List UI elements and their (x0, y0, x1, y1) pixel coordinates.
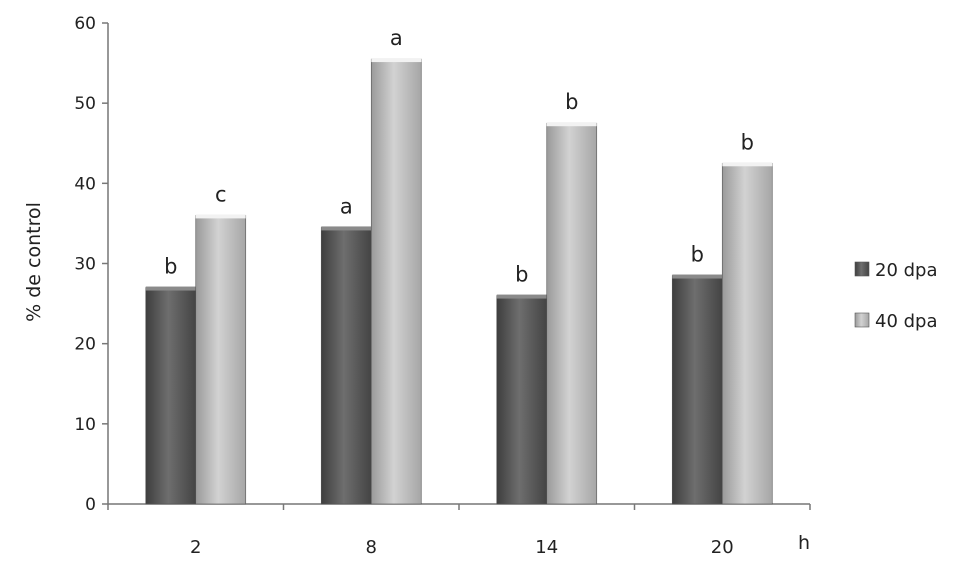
legend-swatch (854, 312, 870, 328)
legend: 20 dpa 40 dpa (854, 260, 938, 332)
significance-letter: c (215, 182, 227, 206)
x-tick-label: 14 (535, 537, 558, 558)
x-tick-label: 2 (190, 537, 201, 558)
significance-letters: b a b b c a b b (164, 26, 754, 286)
bar-top-highlight (195, 214, 246, 219)
bar-series2 (195, 215, 247, 505)
bar-series1 (496, 295, 548, 505)
significance-letter: b (565, 90, 578, 114)
x-axis-title: h (798, 532, 810, 554)
significance-letter: b (691, 243, 704, 267)
bar-top-highlight (672, 274, 723, 279)
y-tick-label: 60 (74, 14, 96, 34)
y-tick-label: 30 (74, 255, 96, 275)
bars-group (145, 58, 773, 505)
bar-series1 (671, 275, 723, 505)
y-tick-label: 50 (74, 94, 96, 114)
significance-letter: b (741, 130, 754, 154)
y-tick-label: 0 (85, 495, 96, 515)
x-tick-label: 8 (366, 537, 377, 558)
bar-top-highlight (546, 122, 597, 127)
bar-top-highlight (722, 162, 773, 167)
bar-top-highlight (321, 226, 372, 231)
significance-letter: b (164, 255, 177, 279)
bar-top-highlight (371, 58, 422, 63)
y-tick-label: 40 (74, 174, 96, 194)
bar-top-highlight (496, 294, 547, 299)
bar-series1 (145, 287, 197, 505)
bar-top-highlight (145, 286, 196, 291)
x-axis: 2 8 14 20 (107, 503, 811, 558)
y-tick-label: 20 (74, 335, 96, 355)
bar-series2 (721, 162, 773, 505)
y-tick-label: 10 (74, 415, 96, 435)
bar-series2 (546, 122, 598, 505)
significance-letter: a (390, 26, 403, 50)
significance-letter: a (340, 194, 353, 218)
y-axis-title: % de control (23, 202, 45, 322)
legend-swatch (854, 261, 870, 277)
legend-label: 20 dpa (875, 260, 938, 281)
bar-series2 (370, 58, 422, 505)
significance-letter: b (515, 263, 528, 287)
legend-label: 40 dpa (875, 311, 938, 332)
bar-series1 (320, 227, 372, 505)
y-axis: 0 10 20 30 40 50 60 (74, 14, 109, 515)
x-tick-label: 20 (711, 537, 734, 558)
